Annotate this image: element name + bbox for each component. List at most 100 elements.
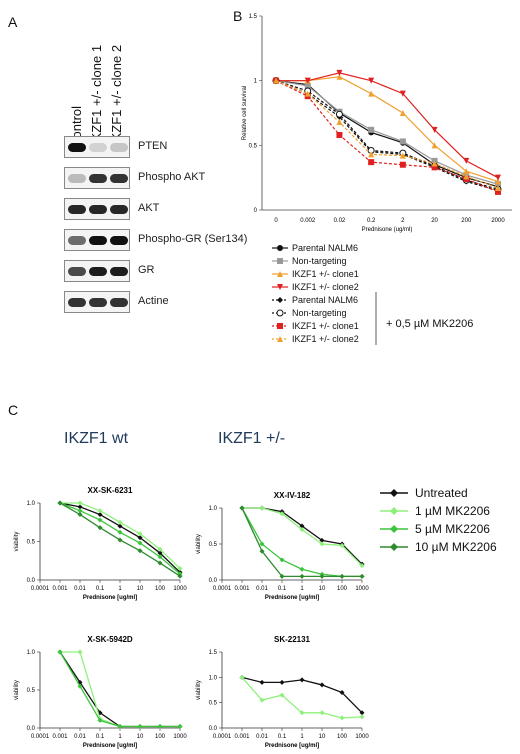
blot-label: Phospho AKT (138, 171, 206, 183)
c-point (279, 692, 285, 698)
c-x-tick-label: 1000 (355, 734, 369, 740)
blot-band (68, 298, 86, 307)
c-series-3 (57, 649, 183, 729)
c-point (299, 573, 305, 579)
c-point (157, 723, 163, 729)
b-point (495, 188, 501, 195)
c-y-label: viability (14, 532, 20, 552)
blot-label: AKT (138, 202, 160, 214)
b-legend-marker (277, 297, 283, 303)
b-point (431, 160, 438, 167)
c-series-line (242, 507, 363, 567)
c-series-4 (57, 500, 183, 579)
blot-band (89, 236, 107, 245)
c-point (259, 548, 265, 554)
c-x-tick-label: 10 (319, 586, 326, 592)
b-series-line (275, 80, 499, 188)
c-point (279, 573, 285, 579)
c-point (117, 519, 123, 525)
c-x-tick-label: 1 (118, 586, 122, 592)
c-x-tick-label: 100 (337, 734, 348, 740)
c-x-tick-label: 0.001 (234, 734, 250, 740)
b-y-tick-label: 0 (254, 208, 258, 214)
blot-band (89, 143, 107, 152)
blot-band (89, 267, 107, 276)
c-y-tick-label: 1.5 (209, 650, 218, 656)
b-legend-marker (277, 323, 283, 329)
c-point (359, 563, 365, 569)
c-point (359, 573, 365, 579)
c-point (137, 535, 143, 541)
c-chart-title: XX-SK-6231 (88, 486, 133, 495)
c-y-label: viability (196, 534, 202, 554)
b-point (368, 90, 375, 97)
b-point (495, 185, 501, 192)
b-series-8 (273, 77, 501, 192)
c-x-tick-label: 0.001 (234, 586, 250, 592)
c-x-tick-label: 0.001 (52, 734, 68, 740)
b-legend-marker (277, 245, 283, 251)
c-point (57, 500, 63, 506)
c-chart-2: XX-IV-182 0.0 0.5 1.0 0.0001 0.001 0.01 0.1 1 10 1… (196, 491, 369, 601)
blot-row-6 (64, 291, 130, 313)
c-x-tick-label: 100 (155, 586, 166, 592)
c-x-tick-label: 0.1 (96, 734, 105, 740)
b-series-line (276, 76, 499, 183)
b-legend-marker (277, 271, 283, 277)
c-chart-title: X-SK-5942D (87, 635, 133, 644)
c-x-tick-label: 1 (300, 586, 304, 592)
b-point (368, 126, 375, 133)
blot-band (68, 205, 86, 214)
blot-label: GR (138, 264, 155, 276)
c-point (97, 517, 103, 523)
b-y-tick-label: 0.5 (249, 143, 258, 149)
legend-b-3: IKZF1 +/- clone1 (292, 269, 359, 279)
c-x-tick-label: 1000 (355, 586, 369, 592)
b-legend-marker (276, 309, 284, 317)
c-point (77, 504, 83, 510)
b-point (431, 164, 438, 171)
c-x-label: Prednisone [ug/ml] (265, 743, 319, 749)
b-point (336, 73, 343, 80)
c-series-line (241, 507, 362, 578)
b-x-tick-label: 0.2 (367, 218, 376, 224)
c-x-tick-label: 0.0001 (31, 586, 50, 592)
c-point (177, 565, 183, 571)
b-point (336, 69, 343, 76)
blot-band (110, 298, 128, 307)
c-legend-marker (390, 525, 398, 533)
b-x-tick-label: 0 (274, 218, 278, 224)
b-point (495, 178, 501, 185)
b-y-tick-label: 1 (254, 79, 258, 85)
blot-band (68, 267, 86, 276)
blot-row-5 (64, 260, 130, 282)
c-point (299, 566, 305, 572)
c-point (157, 550, 163, 556)
c-x-tick-label: 0.01 (256, 734, 268, 740)
b-legend-marker (277, 284, 283, 290)
b-point (399, 90, 406, 97)
c-x-tick-label: 0.0001 (213, 586, 232, 592)
c-x-tick-label: 0.1 (278, 586, 287, 592)
c-x-tick-label: 1 (300, 734, 304, 740)
c-y-tick-label: 0.0 (209, 726, 218, 732)
c-y-tick-label: 0.5 (27, 688, 36, 694)
c-series-2 (57, 649, 183, 729)
c-point (57, 649, 63, 655)
panel-label-a: A (8, 14, 18, 30)
b-series-line (275, 80, 499, 192)
b-point (368, 77, 375, 84)
b-y-tick-label: 1.5 (249, 14, 258, 20)
c-y-tick-label: 0.5 (209, 542, 218, 548)
c-point (157, 546, 163, 552)
c-x-tick-label: 100 (337, 586, 348, 592)
b-point (399, 152, 406, 159)
c-point (77, 683, 83, 689)
c-x-tick-label: 0.01 (74, 586, 86, 592)
blot-band (110, 174, 128, 183)
legend-b-8: IKZF1 +/- clone2 (292, 334, 359, 344)
c-y-tick-label: 1.0 (27, 501, 36, 507)
c-point (157, 560, 163, 566)
c-series-line (242, 507, 363, 565)
